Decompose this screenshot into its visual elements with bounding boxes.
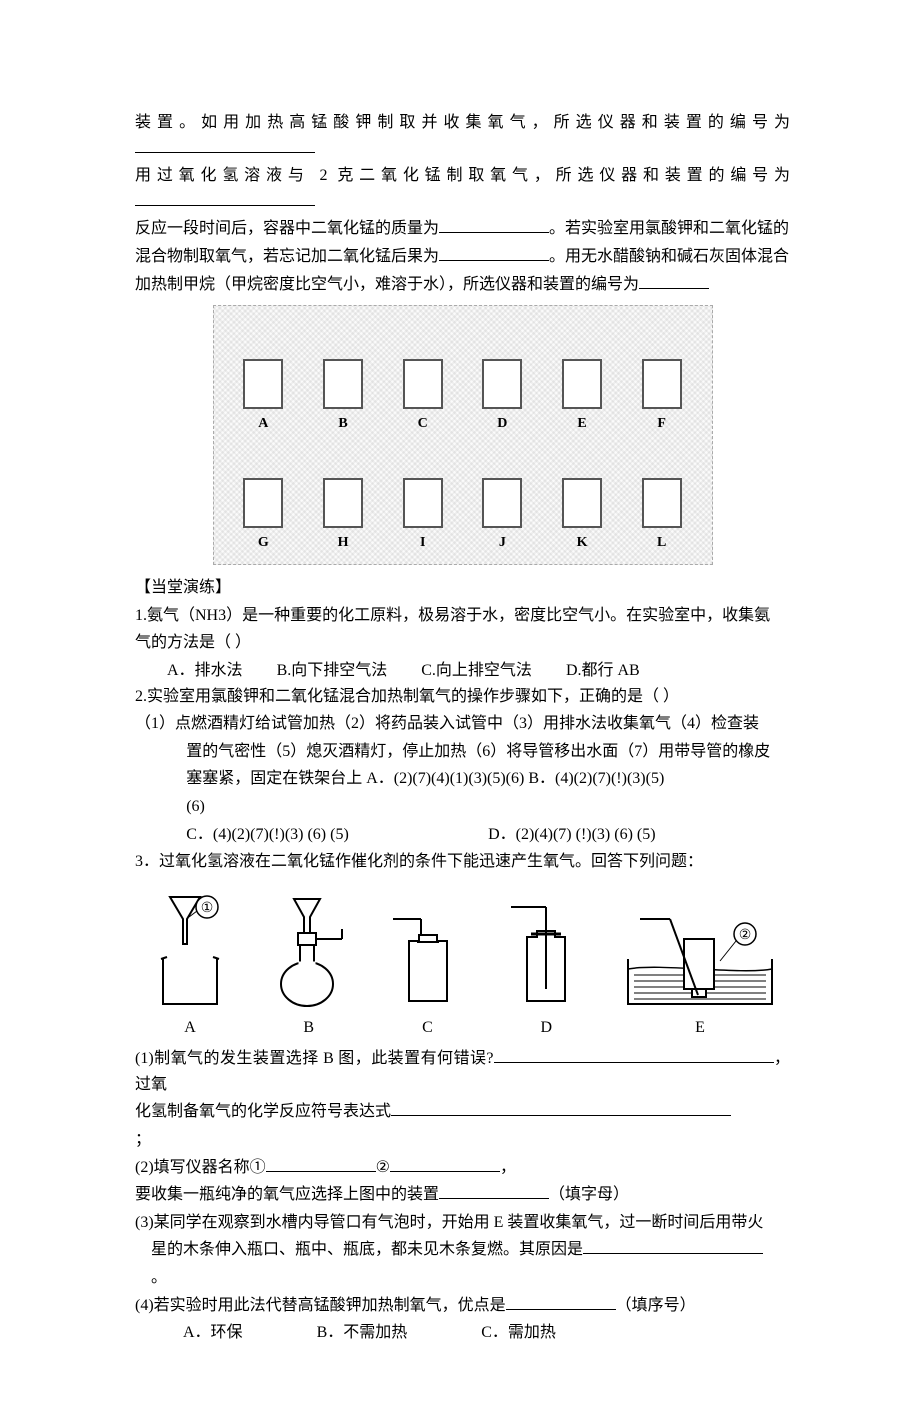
q3-p4b: （填序号） [616, 1297, 696, 1314]
q2-optD: D．(2)(4)(7) (!)(3) (6) (5) [488, 822, 790, 848]
q3-optB: B．不需加热 [317, 1320, 408, 1346]
q3-p2d: 要收集一瓶纯净的氧气应选择上图中的装置 [135, 1186, 439, 1203]
blank [439, 1183, 549, 1199]
intro-l4a: 混合物制取氧气，若忘记加二氧化锰后果为 [135, 248, 439, 265]
device-E: ② E [620, 889, 780, 1041]
question-2: 2.实验室用氯酸钾和二氧化锰混合加热制氧气的操作步骤如下，正确的是（ ） （1）… [135, 684, 790, 848]
blank [439, 217, 549, 233]
circ1-label: ① [201, 901, 214, 916]
blank [135, 190, 315, 206]
device-A: ① A [145, 889, 235, 1041]
q2-s3: 塞塞紧，固定在铁架台上 A．(2)(7)(4)(1)(3)(5)(6) B．(4… [186, 770, 664, 787]
dev-label: E [695, 1015, 705, 1041]
app-label: J [499, 532, 506, 554]
q3-stem: 3．过氧化氢溶液在二氧化锰作催化剂的条件下能迅速产生氧气。回答下列问题： [135, 849, 790, 875]
app-label: B [338, 413, 347, 435]
intro-l2: 用过氧化氢溶液与 2 克二氧化锰制取氧气，所选仪器和装置的编号为 [135, 167, 790, 184]
q3-p2b: ② [376, 1159, 390, 1176]
q3-optC: C．需加热 [481, 1320, 556, 1346]
q1-optA: A．排水法 [167, 658, 243, 684]
app-label: K [577, 532, 588, 554]
section-header: 【当堂演练】 [135, 575, 790, 601]
app-label: C [418, 413, 428, 435]
app-label: L [657, 532, 666, 554]
q3-semi: ； [135, 1127, 790, 1153]
intro-l1: 装置。如用加热高锰酸钾制取并收集氧气，所选仪器和装置的编号为 [135, 114, 790, 131]
q1-optB: B.向下排空气法 [277, 658, 388, 684]
dev-label: B [303, 1015, 314, 1041]
blank [266, 1156, 376, 1172]
intro-l4b: 。用无水醋酸钠和碱石灰固体混合 [549, 248, 789, 265]
intro-l3a: 反应一段时间后，容器中二氧化锰的质量为 [135, 220, 439, 237]
device-D: D [501, 889, 591, 1041]
q2-s3b: (6) [186, 798, 205, 815]
circ2-label: ② [739, 928, 752, 943]
blank [639, 273, 709, 289]
app-label: E [577, 413, 586, 435]
q1-stem-b: 气的方法是（ ） [135, 630, 790, 656]
q1-optD: D.都行 AB [566, 658, 640, 684]
dev-label: C [422, 1015, 433, 1041]
intro-l3b: 。若实验室用氯酸钾和二氧化锰的 [549, 220, 789, 237]
question-3: 3．过氧化氢溶液在二氧化锰作催化剂的条件下能迅速产生氧气。回答下列问题： ① A [135, 849, 790, 1346]
blank [135, 137, 315, 153]
device-B: B [264, 889, 354, 1041]
blank [494, 1047, 774, 1063]
q3-p2c: ， [500, 1159, 516, 1176]
q3-p1a: (1)制氧气的发生装置选择 B 图，此装置有何错误? [135, 1050, 494, 1067]
q3-p1c: 化氢制备氧气的化学反应符号表达式 [135, 1103, 391, 1120]
dev-label: A [184, 1015, 196, 1041]
dev-label: D [540, 1015, 552, 1041]
apparatus-diagram-AL: A B C D E F G H I J K L [213, 305, 713, 565]
blank [391, 1100, 731, 1116]
app-label: H [338, 532, 349, 554]
q2-s1: （1）点燃酒精灯给试管加热（2）将药品装入试管中（3）用排水法收集氧气（4）检查… [135, 715, 759, 732]
intro-block: 装置。如用加热高锰酸钾制取并收集氧气，所选仪器和装置的编号为 用过氧化氢溶液与 … [135, 110, 790, 297]
q2-optC: C．(4)(2)(7)(!)(3) (6) (5) [186, 822, 488, 848]
q3-p3b: 星的木条伸入瓶口、瓶中、瓶底，都未见木条复燃。其原因是 [151, 1241, 583, 1258]
q3-optA: A．环保 [183, 1320, 243, 1346]
q3-p3c: 。 [135, 1265, 790, 1291]
app-label: I [420, 532, 425, 554]
blank [583, 1238, 763, 1254]
q3-p2a: (2)填写仪器名称① [135, 1159, 266, 1176]
app-label: A [258, 413, 268, 435]
q2-s2: 置的气密性（5）熄灭酒精灯，停止加热（6）将导管移出水面（7）用带导管的橡皮 [186, 743, 770, 760]
q1-stem-a: 1.氨气（NH3）是一种重要的化工原料，极易溶于水，密度比空气小。在实验室中，收… [135, 603, 790, 629]
app-label: G [258, 532, 269, 554]
app-label: D [497, 413, 507, 435]
q3-p2e: （填字母） [549, 1186, 629, 1203]
question-1: 1.氨气（NH3）是一种重要的化工原料，极易溶于水，密度比空气小。在实验室中，收… [135, 603, 790, 684]
app-label: F [657, 413, 666, 435]
device-C: C [383, 889, 473, 1041]
q2-stem: 2.实验室用氯酸钾和二氧化锰混合加热制氧气的操作步骤如下，正确的是（ ） [135, 684, 790, 710]
q1-optC: C.向上排空气法 [421, 658, 532, 684]
q3-p3a: (3)某同学在观察到水槽内导管口有气泡时，开始用 E 装置收集氧气，过一断时间后… [135, 1210, 790, 1236]
q3-p4a: (4)若实验时用此法代替高锰酸钾加热制氧气，优点是 [135, 1297, 506, 1314]
apparatus-diagram-AE: ① A B [135, 889, 790, 1041]
intro-l5: 加热制甲烷（甲烷密度比空气小，难溶于水），所选仪器和装置的编号为 [135, 276, 639, 293]
blank [390, 1156, 500, 1172]
blank [439, 245, 549, 261]
